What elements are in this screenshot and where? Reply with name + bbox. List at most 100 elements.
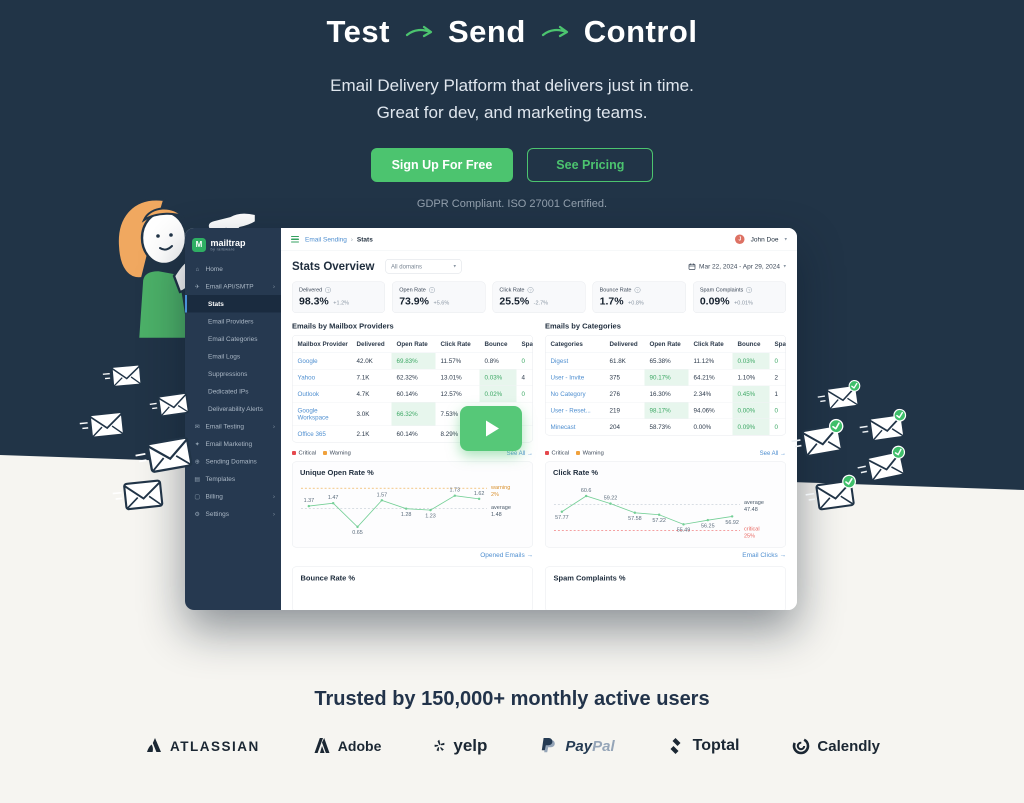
- help-icon[interactable]: ?: [325, 287, 332, 293]
- breadcrumb-item[interactable]: Email Sending: [305, 235, 347, 244]
- row-name-link[interactable]: Minecast: [550, 423, 576, 431]
- svg-text:1.57: 1.57: [377, 492, 388, 498]
- gear-icon: ⚙: [194, 510, 200, 518]
- table-cell: 0: [516, 352, 533, 370]
- arrow-right-icon: [541, 25, 568, 38]
- stat-value: 25.5%: [499, 295, 530, 308]
- see-all-link[interactable]: See All →: [506, 449, 533, 457]
- threshold-value: 47.48: [744, 506, 758, 513]
- sidebar-item-stats[interactable]: Stats: [185, 295, 281, 313]
- stat-delta: +0.8%: [628, 300, 644, 306]
- stat-label: Spam Complaints: [699, 287, 744, 293]
- bottom-card-bounce-rate: Bounce Rate %: [292, 566, 533, 610]
- chart-link-email-clicks[interactable]: Email Clicks →: [742, 551, 786, 559]
- row-name-link[interactable]: Office 365: [297, 430, 326, 438]
- svg-text:57.77: 57.77: [555, 515, 569, 521]
- chevron-right-icon: ›: [272, 492, 275, 501]
- help-icon[interactable]: ?: [634, 287, 641, 293]
- sidebar-item-email-testing[interactable]: ✉ Email Testing ›: [185, 418, 281, 436]
- sidebar-item-label: Billing: [205, 492, 223, 501]
- mail-icon: ✉: [194, 422, 200, 430]
- bottom-grid: Bounce Rate % Spam Complaints %: [292, 566, 786, 610]
- threshold-value: 1.48: [491, 511, 502, 518]
- date-range-picker[interactable]: Mar 22, 2024 - Apr 29, 2024 ▾: [688, 263, 786, 270]
- sidebar-item-email-categories[interactable]: Email Categories: [185, 330, 281, 348]
- cta-row: Sign Up For Free See Pricing: [0, 148, 1024, 182]
- mailtrap-logo: M mailtrap by railsware: [185, 228, 281, 260]
- user-menu[interactable]: John Doe: [750, 235, 779, 244]
- table-cell: 204: [609, 423, 620, 431]
- stat-value: 98.3%: [299, 295, 329, 308]
- table-cell: 375: [604, 369, 645, 386]
- table-cell: 66.32%: [391, 402, 436, 426]
- compliance-note: GDPR Compliant. ISO 27001 Certified.: [416, 198, 608, 210]
- sidebar-item-dedicated-ips[interactable]: Dedicated IPs: [185, 383, 281, 401]
- table-cell: 3.0K: [351, 402, 392, 426]
- help-icon[interactable]: ?: [746, 287, 753, 293]
- table-cell: 2.34%: [688, 385, 733, 403]
- chart-title: Unique Open Rate %: [300, 468, 374, 478]
- legend-dot: [292, 451, 296, 455]
- pricing-button[interactable]: See Pricing: [527, 148, 654, 182]
- sidebar-item-sending-domains[interactable]: ⊕ Sending Domains: [185, 453, 281, 471]
- sidebar-item-suppressions[interactable]: Suppressions: [185, 365, 281, 383]
- svg-text:1.73: 1.73: [450, 488, 461, 494]
- help-icon[interactable]: ?: [527, 287, 534, 293]
- title-word: Send: [447, 14, 526, 49]
- stat-value: 0.09%: [699, 295, 730, 308]
- signup-button[interactable]: Sign Up For Free: [370, 148, 514, 182]
- row-name-link[interactable]: Digest: [545, 352, 605, 370]
- sidebar-item-billing[interactable]: ▢ Billing ›: [185, 488, 281, 506]
- logo-wordmark-pal: Pal: [592, 737, 615, 755]
- table-cell: 0.02%: [479, 385, 517, 403]
- row-name-link[interactable]: Google: [292, 352, 352, 370]
- chart-annotations: average 47.48 critical 25%: [741, 479, 778, 543]
- dashboard-window: M mailtrap by railsware ⌂ Home ✈ Email API/…: [185, 228, 797, 610]
- row-name-link[interactable]: Google Workspace: [292, 402, 352, 426]
- row-name-link[interactable]: No Category: [545, 385, 605, 403]
- svg-text:1.47: 1.47: [328, 495, 339, 501]
- domain-filter-select[interactable]: All domains ▾: [385, 259, 462, 274]
- chart-card: Unique Open Rate % 1.37 1.47 0.65 1.57 1.28 1.…: [292, 461, 533, 548]
- row-name-link[interactable]: Yahoo: [292, 369, 352, 386]
- sidebar-item-home[interactable]: ⌂ Home: [185, 260, 281, 278]
- column-header: Open Rate: [644, 335, 689, 353]
- sidebar-item-email-marketing[interactable]: ✦ Email Marketing: [185, 435, 281, 453]
- breadcrumb-separator: ›: [350, 235, 353, 243]
- logo-row: ATLASSIAN Adobe yelp PayPal Toptal Calendly: [0, 736, 1024, 756]
- toptal-logo-icon: [670, 738, 681, 754]
- sidebar-item-label: Email API/SMTP: [205, 282, 254, 291]
- stat-delta: +0.01%: [734, 300, 753, 306]
- toptal-logo: Toptal: [667, 736, 739, 756]
- sidebar-item-settings[interactable]: ⚙ Settings ›: [185, 505, 281, 523]
- legend-label: Critical: [298, 450, 317, 456]
- sidebar-item-label: Email Providers: [208, 317, 254, 326]
- table-cell: 12.57%: [435, 385, 480, 403]
- sidebar-item-email-providers[interactable]: Email Providers: [185, 313, 281, 331]
- sidebar-item-email-logs[interactable]: Email Logs: [185, 348, 281, 366]
- sidebar-item-email-api-smtp[interactable]: ✈ Email API/SMTP ›: [185, 278, 281, 296]
- trusted-heading: Trusted by 150,000+ monthly active users: [314, 688, 710, 710]
- breadcrumb: Email Sending › Stats: [305, 236, 373, 244]
- sidebar-item-templates[interactable]: ▤ Templates: [185, 470, 281, 488]
- legend-item-warning: Warning: [323, 450, 351, 456]
- svg-text:55.49: 55.49: [677, 528, 691, 534]
- legend-item-warning: Warning: [576, 450, 604, 456]
- stat-card-open-rate: Open Rate? 73.9% +5.6%: [392, 281, 486, 313]
- row-name-link[interactable]: User - Invite: [545, 369, 605, 386]
- play-video-button[interactable]: [460, 406, 522, 451]
- stat-label: Click Rate: [499, 287, 525, 293]
- chart-body: 1.37 1.47 0.65 1.57 1.28 1.23 1.73 1.62 warning 2…: [300, 479, 525, 543]
- row-name-link[interactable]: User - Reset...: [545, 402, 605, 419]
- menu-icon[interactable]: [291, 235, 299, 243]
- help-icon[interactable]: ?: [428, 287, 435, 293]
- see-all-link[interactable]: See All →: [759, 449, 786, 457]
- table-section-emails-by-categories: Emails by Categories Categories Delivered O…: [545, 322, 786, 443]
- stat-value: 1.7%: [599, 295, 624, 308]
- sidebar-item-deliverability-alerts[interactable]: Deliverability Alerts: [185, 400, 281, 418]
- mailtrap-logo-text: mailtrap: [210, 237, 246, 248]
- envelope-icon: [149, 392, 190, 417]
- chart-link-opened-emails[interactable]: Opened Emails →: [480, 551, 533, 559]
- legend-row: Critical Warning See All →: [292, 450, 533, 457]
- row-name-link[interactable]: Outlook: [292, 385, 352, 403]
